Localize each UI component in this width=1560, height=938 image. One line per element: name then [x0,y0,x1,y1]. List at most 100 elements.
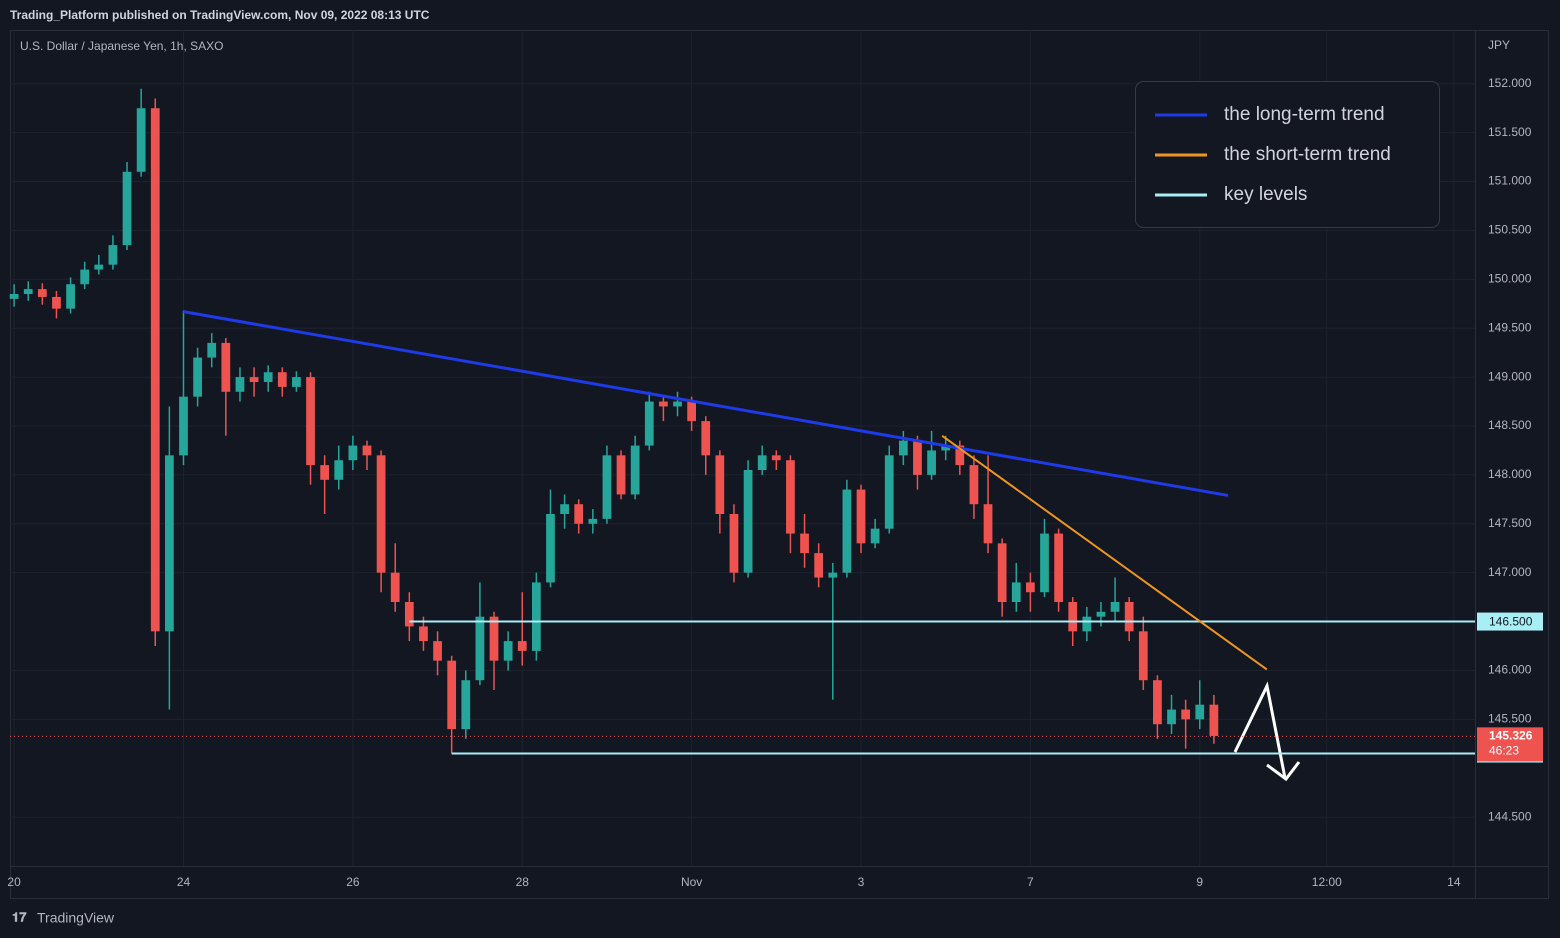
price-tag-label: 146.500 [1489,615,1533,629]
candle-body [207,342,217,358]
y-tick-label: 146.000 [1488,663,1532,677]
trend-line [941,434,1268,671]
candle-body [1054,533,1063,602]
candle-body [1011,582,1021,602]
y-tick-label: 147.000 [1488,565,1532,579]
countdown: 46:23 [1489,744,1519,758]
candle-body [531,582,541,651]
candle-body [786,460,795,534]
overlay: 144.500 145.500 146.000 147.000 147.500 148.0… [7,76,1543,889]
candle-body [1124,602,1134,632]
header: Trading_Platform published on TradingVie… [10,8,430,22]
y-tick-label: 149.500 [1488,320,1532,334]
candle-body [1153,680,1162,725]
candle-body [447,660,457,730]
currency: JPY [1488,38,1510,52]
candle-body [913,440,922,475]
x-tick-label: 26 [346,875,360,889]
candle-body [1138,631,1148,681]
candle-body [404,602,414,627]
frame [10,30,1549,899]
y-tick-label: 151.500 [1488,125,1532,139]
candle-body [800,533,809,554]
candle-body [955,445,965,466]
candle-body [969,465,979,505]
plot [9,88,1219,754]
candle-body [475,616,485,681]
candle-body [179,396,188,456]
candle-body [334,460,344,480]
candle-body [898,440,908,456]
symbol: U.S. Dollar / Japanese Yen, 1h, SAXO [20,39,223,53]
candle-body [37,289,47,297]
candle-body [687,401,697,422]
y-tick-label: 152.000 [1488,76,1532,90]
candle-body [362,445,372,456]
candle-body [701,421,711,456]
candle-body [277,372,287,387]
candle-body [9,294,19,299]
y-tick-label: 150.000 [1488,272,1532,286]
legend-label: the long-term trend [1224,104,1385,125]
trend-line [183,310,1229,497]
candle-body [588,518,598,524]
candle-body [546,514,555,583]
candle-body [150,108,160,632]
legend-box [1135,81,1440,228]
candle-body [52,296,61,309]
candle-body [814,553,824,578]
candle-body [1195,704,1205,720]
candle-body [884,455,894,529]
arrow-head [1266,761,1301,782]
candle-body [659,401,668,407]
candle-body [715,455,725,514]
candle-body [23,289,33,294]
candle-body [66,284,75,309]
candle-body [941,445,951,451]
x-tick-label: Nov [681,875,702,889]
candle-body [80,269,90,285]
candle-body [1110,602,1120,612]
y-tick-label: 150.500 [1488,223,1532,237]
x-tick-label: 20 [7,875,21,889]
brand-logo: 𝟏𝟕 [12,909,27,924]
candle-body [1167,709,1176,725]
candle-body [828,572,838,578]
candle-body [376,455,386,573]
candle-body [1181,709,1191,720]
y-tick-label: 144.500 [1488,809,1532,823]
candle-body [136,108,146,172]
candle-body [221,342,231,392]
y-tick-label: 145.500 [1488,712,1532,726]
candle-body [122,171,132,246]
candle-body [1096,611,1106,617]
last-price-label: 145.326 [1489,729,1533,743]
candle-body [320,465,330,480]
candle-body [489,616,499,661]
candle-body [856,489,866,544]
candle-body [560,504,569,514]
candle-body [574,504,584,524]
candle-body [673,401,682,407]
legend-label: key levels [1224,184,1307,205]
y-tick-label: 149.000 [1488,369,1532,383]
candle-body [517,641,527,651]
candle-body [644,401,654,446]
y-tick-label: 147.500 [1488,516,1532,530]
candle-body [193,357,202,397]
candle-body [927,450,936,475]
y-tick-label: 151.000 [1488,174,1532,188]
projection-arrow [1233,681,1287,779]
candle-body [263,372,273,382]
candle-body [165,455,174,632]
x-tick-label: 7 [1027,875,1034,889]
candle-body [729,514,739,573]
x-tick-label: 14 [1447,875,1461,889]
candle-body [842,489,852,573]
candle-body [997,543,1007,602]
candle-body [602,455,612,519]
last-price-tag [1477,727,1543,762]
price-tag [1477,612,1543,631]
candle-body [1068,602,1078,632]
